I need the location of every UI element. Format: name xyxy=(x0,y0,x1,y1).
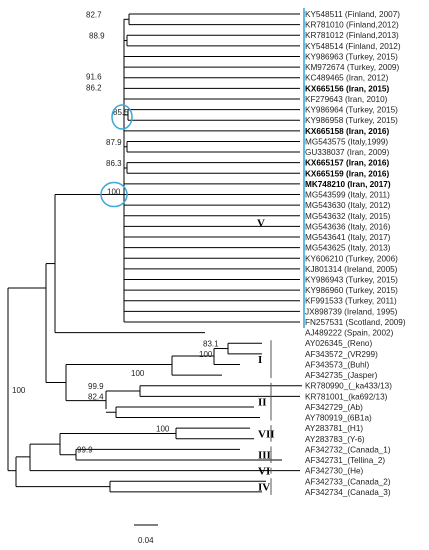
leaf-label: AY780919_(6B1a) xyxy=(305,414,372,423)
leaf-label: JX898739 (Ireland, 1995) xyxy=(305,307,398,316)
clade-label: VII xyxy=(258,428,275,440)
leaf-label: MG543632 (Italy, 2015) xyxy=(305,212,391,221)
bootstrap-value: 82.4 xyxy=(88,393,104,402)
leaf-label: AY283783_(Y-6) xyxy=(305,435,365,444)
bootstrap-value: 88.9 xyxy=(89,32,105,41)
highlight-circles xyxy=(100,104,133,208)
clade-label: II xyxy=(258,397,267,409)
bootstrap-value: 86.3 xyxy=(106,159,122,168)
bootstrap-value: 91.6 xyxy=(86,73,102,82)
bootstrap-value: 86.2 xyxy=(86,83,102,92)
bootstrap-value: 83.1 xyxy=(203,340,219,349)
leaf-label: KR781001_(ka692/13) xyxy=(305,392,388,401)
bootstrap-value: 99.9 xyxy=(88,382,104,391)
bootstrap-value: 100 xyxy=(12,386,26,395)
leaf-label: KC489465 (Iran, 2012) xyxy=(305,74,389,83)
leaf-label: KY548511 (Finland, 2007) xyxy=(305,10,400,19)
clade-label: I xyxy=(258,354,262,366)
highlight-circle xyxy=(111,104,133,130)
leaf-label: AF343573_(Buhl) xyxy=(305,360,369,369)
leaf-label: MG543630 (Italy, 2012) xyxy=(305,201,391,210)
leaf-label: KY548514 (Finland, 2012) xyxy=(305,42,401,51)
leaf-label: AF342734_(Canada_3) xyxy=(305,488,391,497)
bootstrap-value: 100 xyxy=(131,369,145,378)
leaf-label: KX665158 (Iran, 2016) xyxy=(305,127,389,136)
leaf-label: KF991533 (Turkey, 2011) xyxy=(305,297,397,306)
bootstrap-value: 87.9 xyxy=(106,138,122,147)
leaf-label: AF342729_(Ab) xyxy=(305,403,363,412)
leaf-label: KY986964 (Turkey, 2015) xyxy=(305,106,398,115)
leaf-label: GU338037 (Iran, 2009) xyxy=(305,148,389,157)
leaf-label: KF279643 (Iran, 2010) xyxy=(305,95,388,104)
leaf-label: KX665157 (Iran, 2016) xyxy=(305,159,389,168)
leaf-label: KY986963 (Turkey, 2015) xyxy=(305,52,398,61)
leaf-label: KJ801314 (Ireland, 2005) xyxy=(305,265,398,274)
leaf-label: AY026345_(Reno) xyxy=(305,339,372,348)
leaf-label: KM972674 (Turkey, 2009) xyxy=(305,63,399,72)
leaf-label: FN257531 (Scotland, 2009) xyxy=(305,318,406,327)
leaf-label: AF342733_(Canada_2) xyxy=(305,477,391,486)
leaf-label: KX665159 (Iran, 2016) xyxy=(305,169,389,178)
clade-label: III xyxy=(258,450,271,462)
bootstrap-value: 82.7 xyxy=(86,10,102,19)
bootstrap-labels: 82.788.991.686.285.587.986.310083.110010… xyxy=(12,10,219,454)
leaf-label: MG543641 (Italy, 2017) xyxy=(305,233,391,242)
leaf-label: KY986960 (Turkey, 2015) xyxy=(305,286,398,295)
bootstrap-value: 100 xyxy=(107,188,121,197)
leaf-label: AJ489222 (Spain, 2002) xyxy=(305,329,394,338)
bootstrap-value: 85.5 xyxy=(113,108,129,117)
leaf-label: KY606210 (Turkey, 2006) xyxy=(305,254,398,263)
leaf-label: KY986943 (Turkey, 2015) xyxy=(305,276,398,285)
tree-branches xyxy=(7,13,302,493)
leaf-label: MG543575 (Italy,1999) xyxy=(305,137,388,146)
clade-label: V xyxy=(257,217,265,229)
leaf-label: KY986958 (Turkey, 2015) xyxy=(305,116,398,125)
clade-label: VI xyxy=(258,466,270,478)
bootstrap-value: 99.9 xyxy=(77,446,93,455)
bootstrap-value: 100 xyxy=(199,350,213,359)
leaf-labels: KY548511 (Finland, 2007) KR781010 (Finlan… xyxy=(305,10,406,497)
leaf-label: AF342735_(Jasper) xyxy=(305,371,378,380)
leaf-label: KR780990_(_ka433/13) xyxy=(305,382,392,391)
leaf-label: MK748210 (Iran, 2017) xyxy=(305,180,391,189)
leaf-label: MG543625 (Italy, 2013) xyxy=(305,244,391,253)
leaf-label: AF342731_(Tellina_2) xyxy=(305,456,385,465)
leaf-label: MG543636 (Italy, 2016) xyxy=(305,222,391,231)
highlight-circle xyxy=(100,181,128,208)
leaf-label: KR781010 (Finland,2012) xyxy=(305,21,399,30)
clade-label: IV xyxy=(258,482,270,494)
leaf-label: AF343572_(VR299) xyxy=(305,350,378,359)
leaf-label: AF342730_(He) xyxy=(305,467,364,476)
scale-bar-label: 0.04 xyxy=(138,536,154,545)
bootstrap-value: 100 xyxy=(156,424,170,433)
leaf-label: KR781012 (Finland,2013) xyxy=(305,31,399,40)
leaf-label: AF342732_(Canada_1) xyxy=(305,445,391,454)
scale-bar: 0.04 xyxy=(134,524,158,545)
leaf-label: AY283781_(H1) xyxy=(305,424,363,433)
leaf-label: MG543599 (Italy, 2011) xyxy=(305,191,390,200)
leaf-label: KX665156 (Iran, 2015) xyxy=(305,84,389,93)
